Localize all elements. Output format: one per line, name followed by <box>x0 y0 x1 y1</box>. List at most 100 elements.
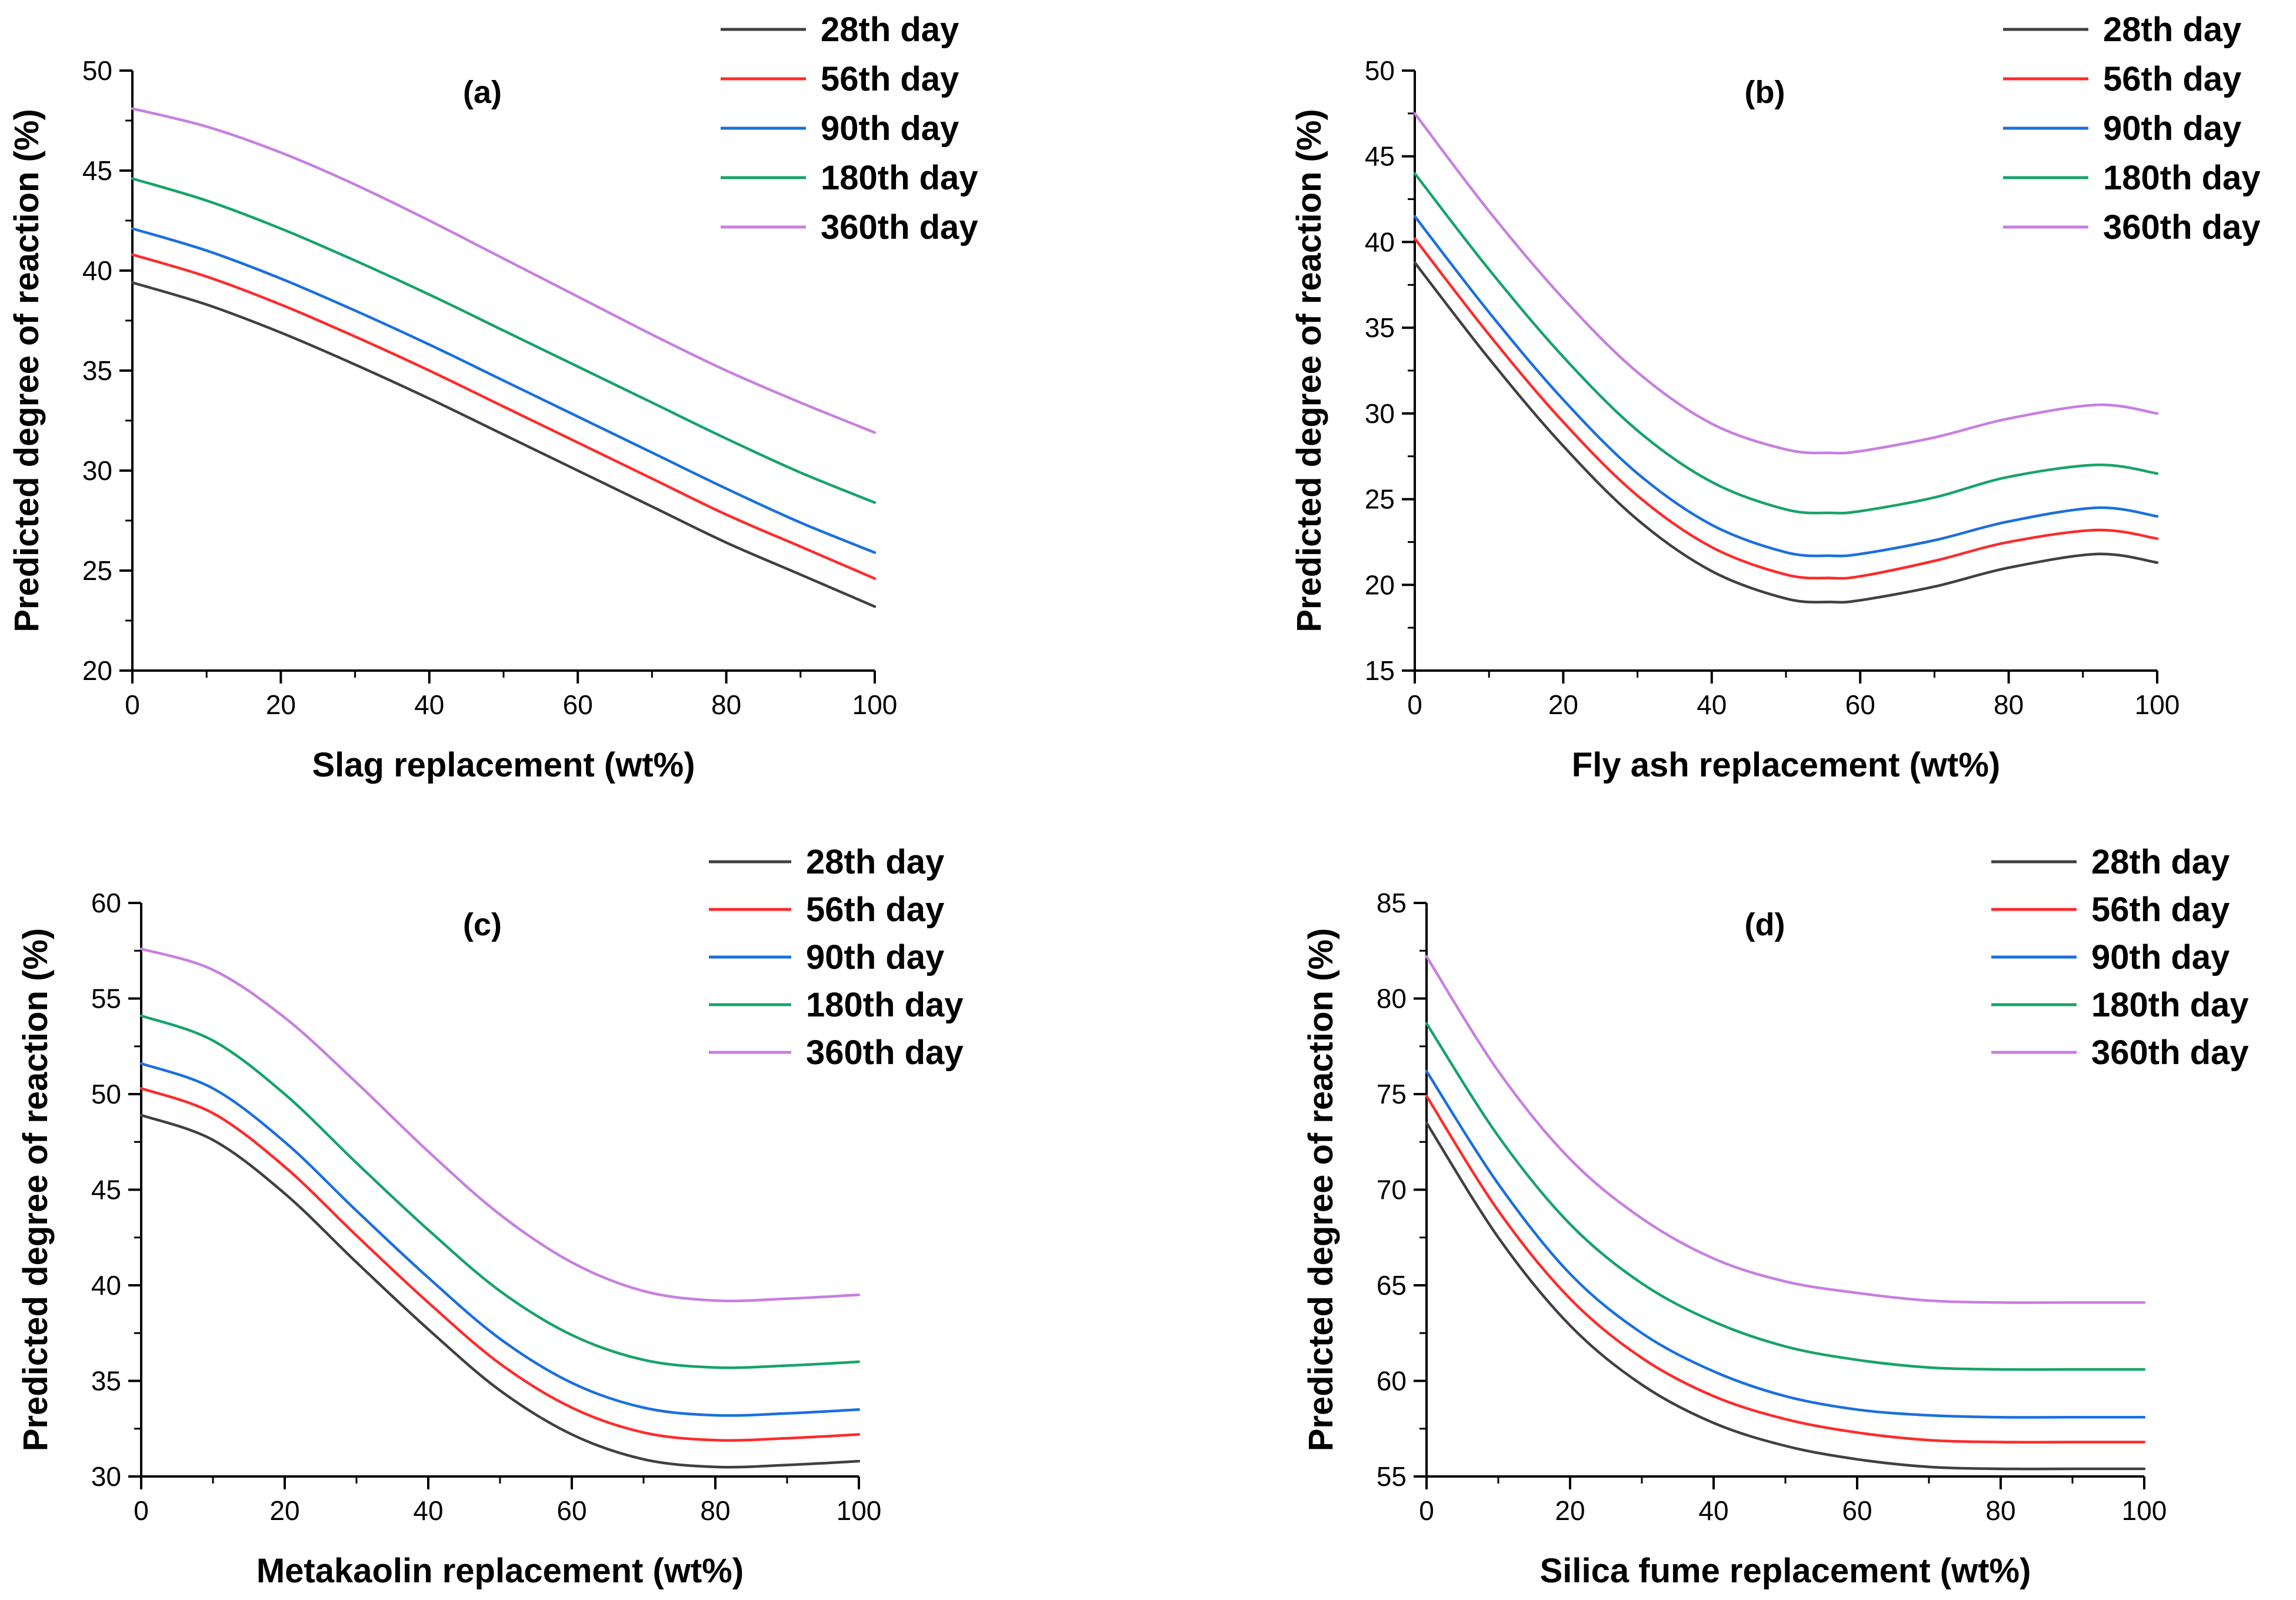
legend-label: 28th day <box>806 843 944 881</box>
y-tick-label: 35 <box>91 1366 121 1396</box>
x-tick-label: 60 <box>563 689 593 720</box>
series-line-56th-day <box>1413 237 2159 580</box>
legend-label: 28th day <box>821 11 959 49</box>
x-tick-label: 0 <box>134 1495 149 1526</box>
x-tick-label: 40 <box>414 689 444 720</box>
panel-label: (b) <box>1745 75 1785 110</box>
series-line-180th-day <box>139 1014 861 1369</box>
series-line-56th-day <box>139 1087 861 1442</box>
series-line-90th-day <box>1413 215 2159 558</box>
series-line-90th-day <box>1425 1069 2146 1419</box>
y-axis-label: Predicted degree of reaction (%) <box>1290 109 1328 632</box>
series-line-180th-day <box>131 177 877 504</box>
series-line-360th-day <box>131 107 877 434</box>
x-tick-label: 80 <box>700 1495 730 1526</box>
y-tick-label: 50 <box>82 55 112 86</box>
y-tick-label: 50 <box>91 1079 121 1109</box>
series-line-180th-day <box>1425 1022 2146 1371</box>
x-tick-label: 0 <box>1407 689 1422 720</box>
x-tick-label: 100 <box>852 689 898 720</box>
series-line-180th-day <box>1413 172 2159 515</box>
legend-label: 28th day <box>2103 11 2241 49</box>
legend-label: 180th day <box>2103 159 2261 197</box>
x-tick-label: 20 <box>1548 689 1578 720</box>
y-tick-label: 40 <box>1365 226 1395 257</box>
y-axis-label: Predicted degree of reaction (%) <box>16 928 55 1452</box>
y-tick-label: 80 <box>1377 984 1407 1014</box>
x-tick-label: 60 <box>1842 1495 1872 1526</box>
series-line-360th-day <box>1425 955 2146 1304</box>
y-tick-label: 55 <box>1377 1461 1407 1492</box>
legend-label: 56th day <box>806 891 944 929</box>
y-tick-label: 25 <box>82 555 112 586</box>
y-tick-label: 25 <box>1365 484 1395 515</box>
x-axis-label: Silica fume replacement (wt%) <box>1540 1552 2031 1590</box>
legend-label: 360th day <box>2091 1034 2249 1072</box>
x-tick-label: 80 <box>1994 689 2024 720</box>
x-tick-label: 0 <box>1419 1495 1434 1526</box>
y-tick-label: 60 <box>91 888 121 918</box>
panel-label: (a) <box>463 75 502 110</box>
series-line-28th-day <box>131 281 877 608</box>
series-line-56th-day <box>1425 1094 2146 1444</box>
y-tick-label: 75 <box>1377 1079 1407 1109</box>
legend-label: 360th day <box>806 1034 964 1072</box>
y-tick-label: 40 <box>91 1270 121 1301</box>
y-tick-label: 35 <box>1365 312 1395 343</box>
y-tick-label: 40 <box>82 255 112 286</box>
panel-label: (d) <box>1745 907 1785 942</box>
x-tick-label: 100 <box>2135 689 2180 720</box>
series-line-360th-day <box>139 947 861 1302</box>
y-axis-label: Predicted degree of reaction (%) <box>1302 928 1340 1452</box>
series-line-28th-day <box>1425 1121 2146 1471</box>
y-tick-label: 45 <box>82 155 112 186</box>
legend: 28th day 56th day 90th day 180th day 360th d… <box>709 843 964 1072</box>
series-line-28th-day <box>139 1114 861 1469</box>
series-line-56th-day <box>131 253 877 580</box>
y-tick-label: 60 <box>1377 1366 1407 1396</box>
legend-label: 56th day <box>2103 60 2241 98</box>
x-tick-label: 20 <box>266 689 296 720</box>
x-tick-label: 100 <box>837 1495 882 1526</box>
series-line-360th-day <box>1413 112 2159 455</box>
chart-panel-3: 0 20 40 60 80 100 30 35 40 45 50 55 60 Metakaolin rep… <box>16 843 964 1590</box>
x-tick-label: 60 <box>556 1495 587 1526</box>
y-tick-label: 30 <box>91 1461 121 1492</box>
x-tick-label: 0 <box>125 689 140 720</box>
chart-panel-2: 0 20 40 60 80 100 15 20 25 30 35 40 45 50 Fly ash repl… <box>1290 11 2261 784</box>
legend: 28th day 56th day 90th day 180th day 360th d… <box>2003 11 2261 246</box>
legend-label: 90th day <box>821 109 959 148</box>
series-line-90th-day <box>139 1062 861 1417</box>
legend-label: 360th day <box>821 208 978 246</box>
x-tick-label: 20 <box>1555 1495 1585 1526</box>
y-tick-label: 30 <box>82 455 112 486</box>
legend-label: 360th day <box>2103 208 2261 246</box>
x-tick-label: 20 <box>269 1495 299 1526</box>
x-tick-label: 80 <box>711 689 741 720</box>
legend-label: 56th day <box>821 60 959 98</box>
y-tick-label: 70 <box>1377 1175 1407 1205</box>
legend-label: 90th day <box>2103 109 2241 148</box>
x-tick-label: 40 <box>1697 689 1727 720</box>
chart-panel-4: 0 20 40 60 80 100 55 60 65 70 75 80 85 Silica fume re… <box>1302 843 2249 1590</box>
x-tick-label: 100 <box>2122 1495 2167 1526</box>
legend-label: 180th day <box>821 159 978 197</box>
legend-label: 28th day <box>2091 843 2230 881</box>
y-tick-label: 65 <box>1377 1270 1407 1301</box>
series-line-90th-day <box>131 227 877 554</box>
y-tick-label: 55 <box>91 984 121 1014</box>
y-tick-label: 35 <box>82 355 112 386</box>
legend-label: 180th day <box>2091 986 2249 1024</box>
series-line-28th-day <box>1413 261 2159 604</box>
y-tick-label: 30 <box>1365 398 1395 429</box>
x-tick-label: 40 <box>413 1495 443 1526</box>
x-axis-label: Fly ash replacement (wt%) <box>1572 746 2000 784</box>
y-axis-label: Predicted degree of reaction (%) <box>8 109 46 632</box>
x-tick-label: 80 <box>1985 1495 2015 1526</box>
legend: 28th day 56th day 90th day 180th day 360th d… <box>721 11 978 246</box>
y-tick-label: 20 <box>1365 569 1395 600</box>
legend-label: 56th day <box>2091 891 2230 929</box>
legend-label: 90th day <box>2091 938 2230 976</box>
y-tick-label: 20 <box>82 655 112 686</box>
